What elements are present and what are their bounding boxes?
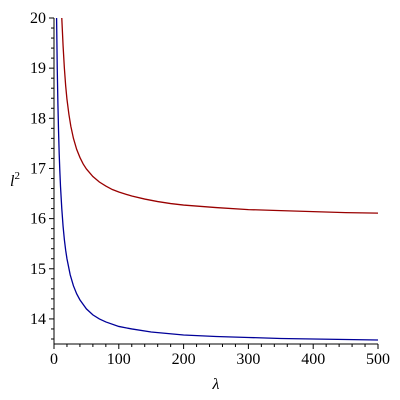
y-tick-label: 16 — [30, 211, 46, 228]
x-tick-label: 500 — [366, 351, 390, 368]
x-tick-label: 100 — [107, 351, 131, 368]
y-tick-label: 14 — [30, 311, 46, 328]
x-tick-label: 0 — [50, 351, 58, 368]
x-axis-label: λ — [212, 376, 220, 393]
series-line-1 — [55, 18, 378, 341]
x-ticks-group: 0 100 200 300 400 500 — [50, 344, 390, 368]
y-tick-label: 15 — [30, 261, 46, 278]
x-tick-label: 200 — [172, 351, 196, 368]
curves-group — [55, 18, 378, 341]
y-ticks-group: 14 15 16 17 18 19 20 — [30, 10, 54, 340]
axes-group — [53, 18, 378, 345]
x-tick-label: 400 — [301, 351, 325, 368]
y-axis-label: l2 — [10, 170, 20, 190]
y-tick-label: 17 — [30, 160, 46, 177]
series-line-0 — [61, 18, 378, 214]
x-tick-label: 300 — [236, 351, 260, 368]
y-tick-label: 19 — [30, 60, 46, 77]
y-tick-label: 20 — [30, 10, 46, 27]
y-tick-label: 18 — [30, 110, 46, 127]
